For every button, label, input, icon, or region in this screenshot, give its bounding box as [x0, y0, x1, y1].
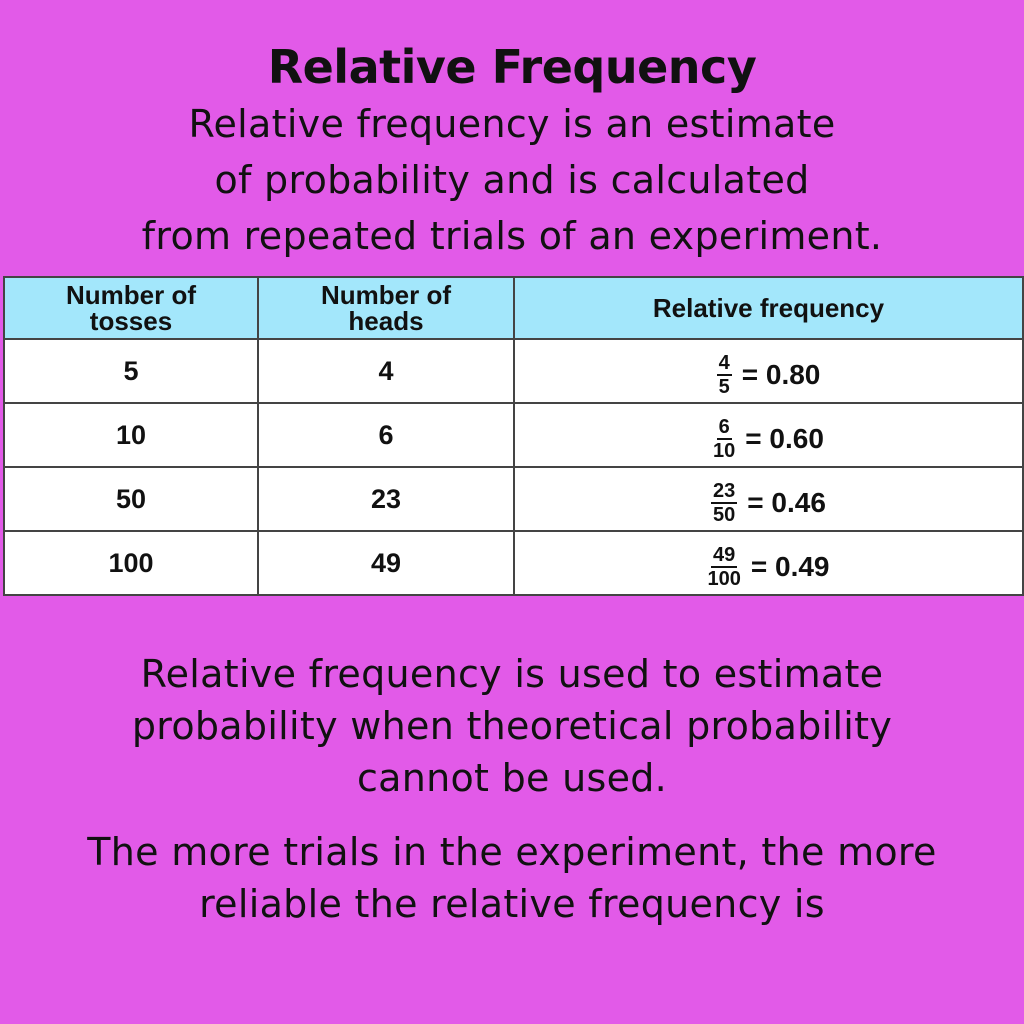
table-header-row: Number of tosses Number of heads Relativ…	[3, 276, 1024, 340]
reliability-paragraph: The more trials in the experiment, the m…	[0, 826, 1024, 930]
heads-cell: 4	[257, 338, 515, 404]
relative-frequency-cell: 23 50 = 0.46	[513, 466, 1024, 532]
fraction: 4 5	[716, 352, 732, 398]
fraction-numerator: 49	[711, 544, 738, 568]
fraction-numerator: 6	[716, 416, 732, 440]
paragraph-line: reliable the relative frequency is	[199, 882, 825, 926]
intro-line: Relative frequency is an estimate	[188, 102, 836, 146]
paragraph-line: cannot be used.	[356, 756, 668, 800]
page-title: Relative Frequency	[267, 40, 757, 94]
table-row: 10 6 6 10 = 0.60	[3, 402, 1024, 468]
fraction-denominator: 5	[718, 376, 730, 398]
heads-cell: 23	[257, 466, 515, 532]
tosses-cell: 10	[3, 402, 259, 468]
table-row: 5 4 4 5 = 0.80	[3, 338, 1024, 404]
paragraph-line: probability when theoretical probability	[131, 704, 893, 748]
table-row: 100 49 49 100 = 0.49	[3, 530, 1024, 596]
table-row: 50 23 23 50 = 0.46	[3, 466, 1024, 532]
relative-frequency-value: = 0.49	[750, 551, 830, 582]
tosses-cell: 100	[3, 530, 259, 596]
paragraph-line: The more trials in the experiment, the m…	[87, 830, 937, 874]
heads-cell: 49	[257, 530, 515, 596]
tosses-cell: 5	[3, 338, 259, 404]
usage-paragraph: Relative frequency is used to estimate p…	[0, 648, 1024, 804]
header-number-of-tosses: Number of tosses	[3, 276, 259, 340]
header-relative-frequency: Relative frequency	[513, 276, 1024, 340]
fraction: 23 50	[711, 480, 738, 526]
intro-line: from repeated trials of an experiment.	[141, 214, 883, 258]
frequency-table: Number of tosses Number of heads Relativ…	[3, 276, 1024, 596]
fraction-denominator: 10	[713, 440, 736, 462]
fraction-denominator: 100	[707, 568, 741, 590]
relative-frequency-cell: 4 5 = 0.80	[513, 338, 1024, 404]
fraction-numerator: 23	[711, 480, 738, 504]
relative-frequency-value: = 0.80	[741, 359, 821, 390]
paragraph-line: Relative frequency is used to estimate	[140, 652, 884, 696]
fraction-denominator: 50	[713, 504, 736, 526]
relative-frequency-value: = 0.60	[745, 423, 824, 454]
fraction: 49 100	[707, 545, 740, 589]
intro-line: of probability and is calculated	[214, 158, 810, 202]
heads-cell: 6	[257, 402, 515, 468]
relative-frequency-cell: 49 100 = 0.49	[513, 530, 1024, 596]
relative-frequency-value: = 0.46	[747, 487, 826, 518]
fraction: 6 10	[713, 417, 735, 461]
intro-text: Relative frequency is an estimate of pro…	[0, 96, 1024, 264]
header-number-of-heads: Number of heads	[257, 276, 515, 340]
relative-frequency-cell: 6 10 = 0.60	[513, 402, 1024, 468]
tosses-cell: 50	[3, 466, 259, 532]
fraction-numerator: 4	[716, 352, 732, 376]
